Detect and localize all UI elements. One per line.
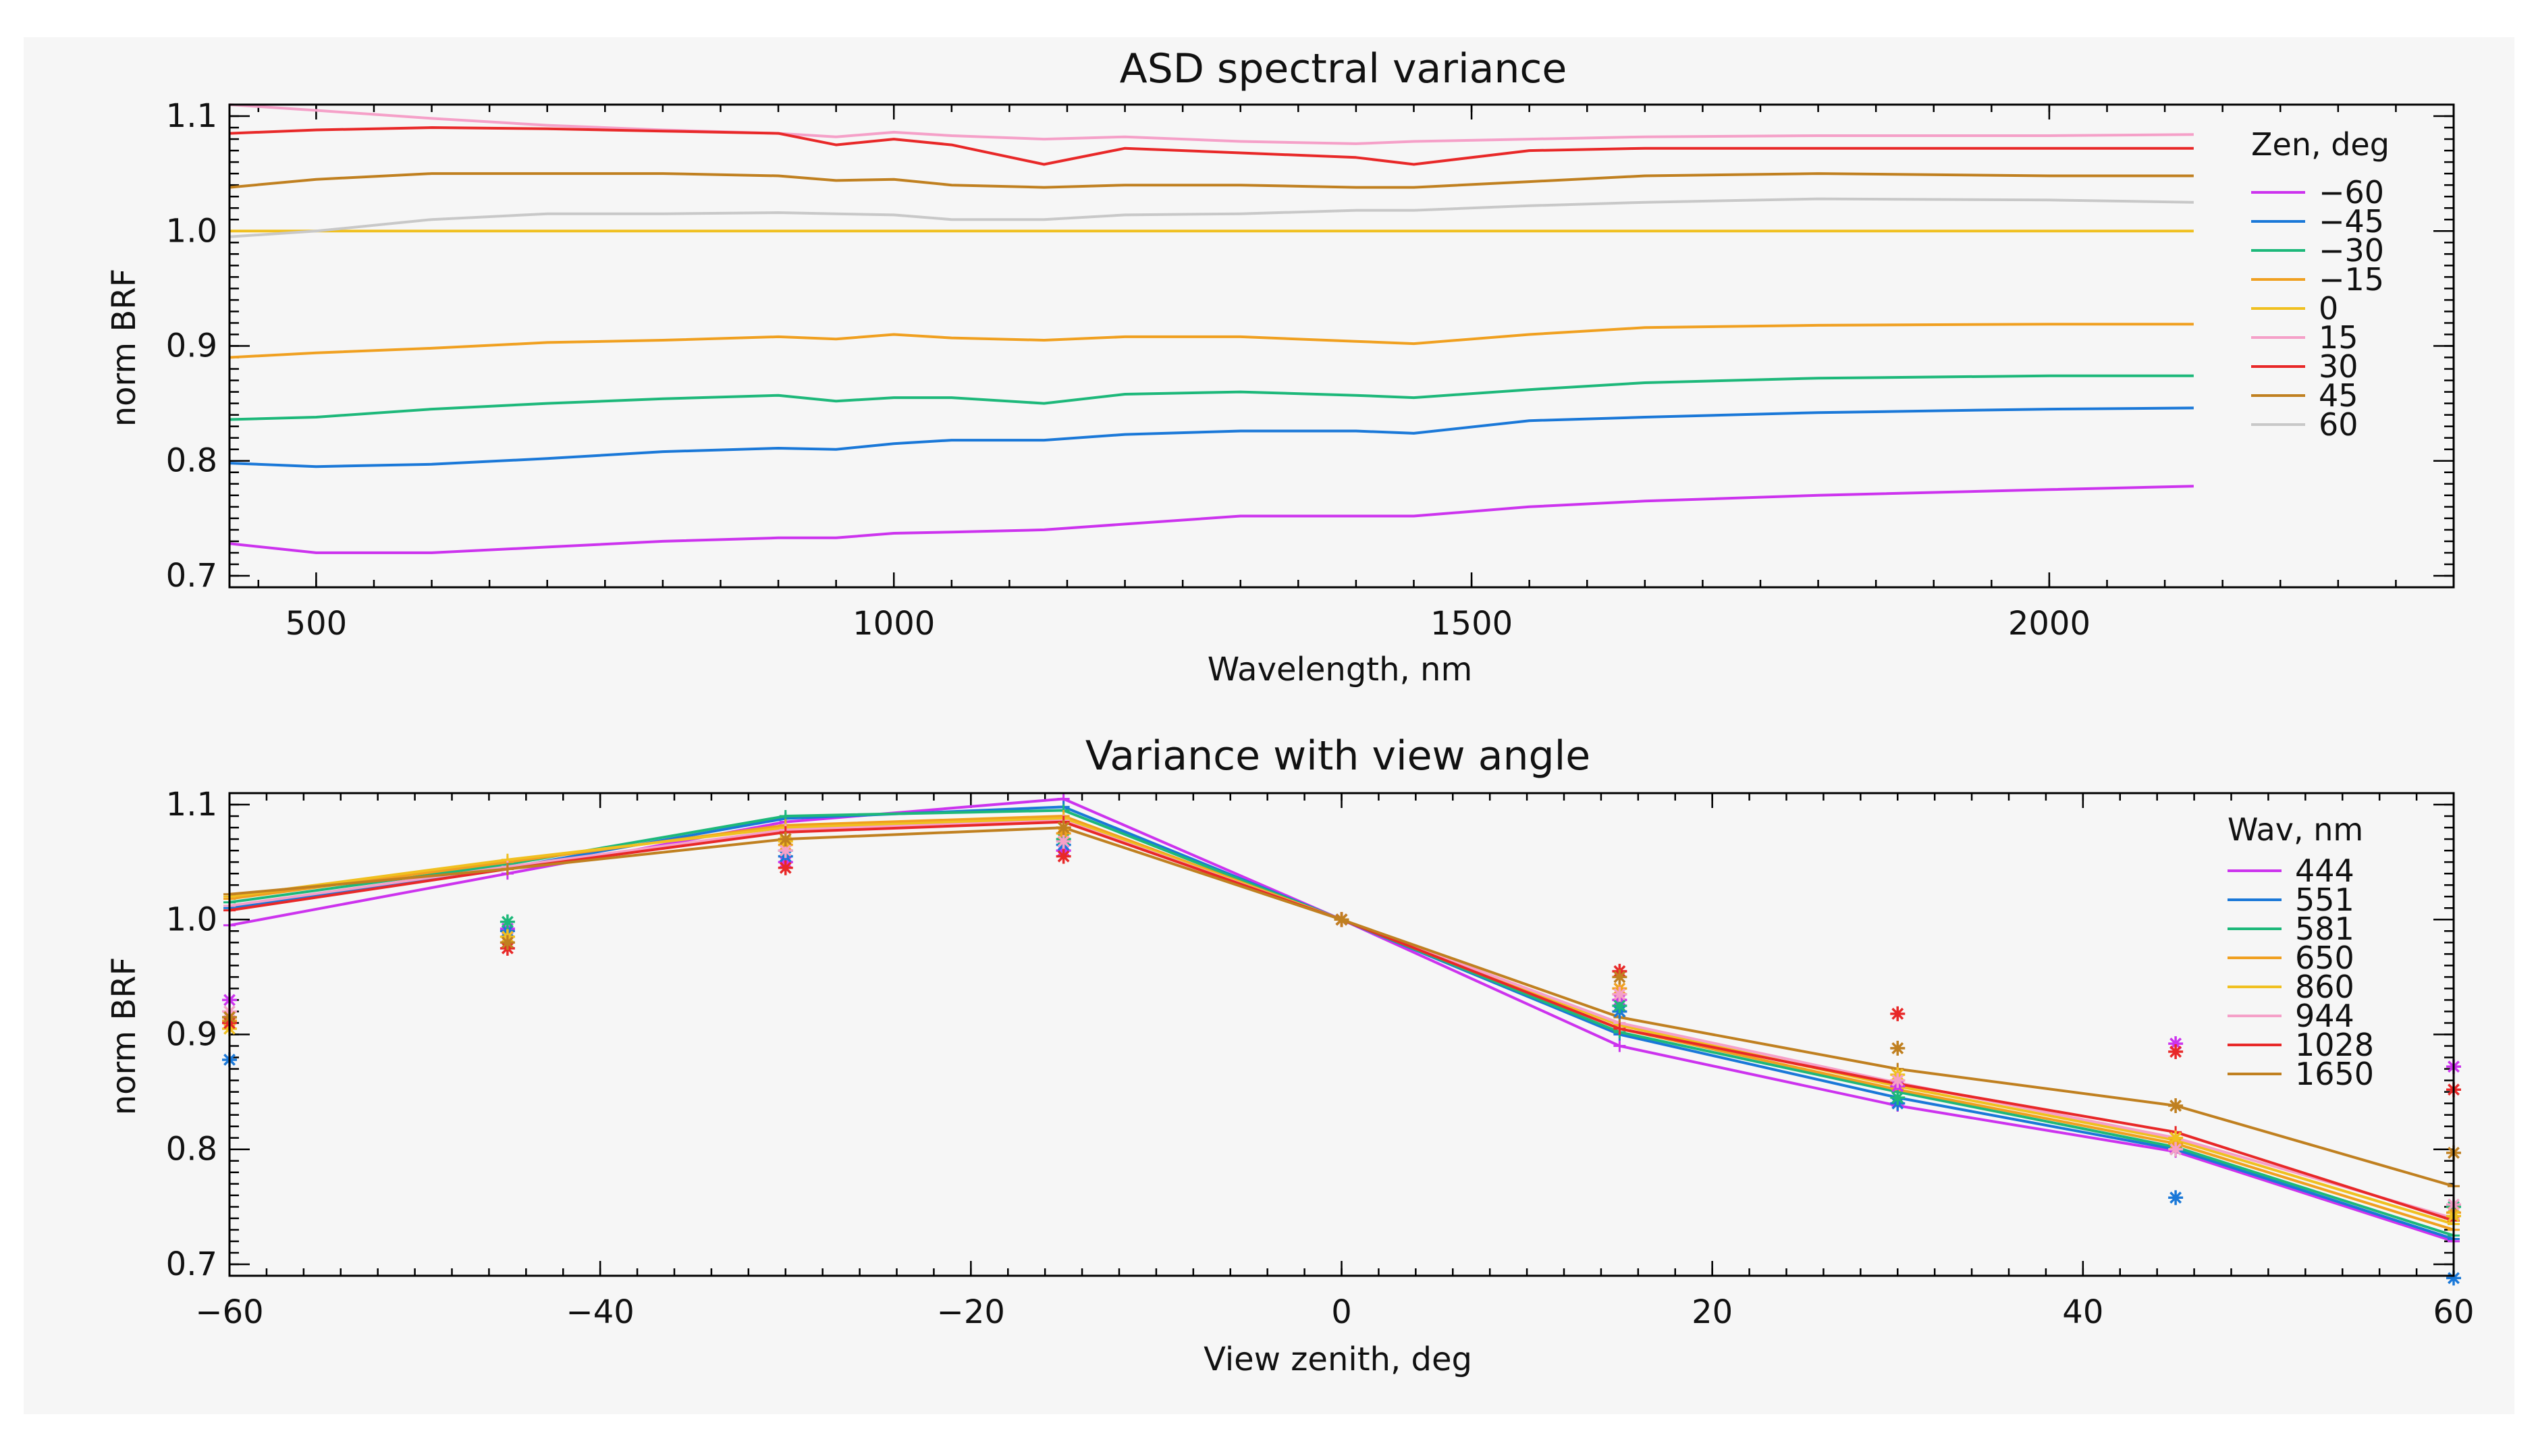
x-axis-label: Wavelength, nm	[1208, 651, 1472, 689]
plot-frame	[228, 792, 2455, 1277]
data-point-marker	[778, 860, 793, 875]
series-line	[229, 485, 2194, 554]
line-vertex-marker	[501, 863, 514, 875]
legend-label: 60	[2319, 406, 2358, 443]
series-line	[229, 126, 2194, 166]
legend-label: 551	[2295, 882, 2354, 918]
data-point-marker	[2168, 1044, 2184, 1060]
y-tick-label: 1.1	[166, 786, 217, 824]
data-point-marker	[1612, 969, 1627, 985]
series-line	[229, 374, 2194, 421]
data-point-marker	[2168, 1130, 2184, 1145]
data-point-marker	[500, 935, 515, 950]
data-point-marker	[1890, 1006, 1906, 1021]
data-point-marker	[2168, 1098, 2184, 1114]
x-tick-label: 1500	[1430, 605, 1513, 643]
legend-label: 45	[2319, 377, 2358, 414]
data-point-marker	[1890, 1040, 1906, 1056]
data-point-marker	[2168, 1141, 2184, 1157]
legend-label: 650	[2295, 940, 2354, 976]
legend-label: −60	[2319, 174, 2384, 211]
series-line	[229, 103, 2194, 145]
y-tick-label: 0.8	[166, 1131, 217, 1168]
x-axis-label: View zenith, deg	[1204, 1341, 1472, 1378]
data-point-marker	[1890, 1073, 1906, 1088]
series-line	[229, 406, 2194, 468]
data-point-marker	[2168, 1190, 2184, 1206]
y-tick-label: 0.7	[166, 557, 217, 595]
chart-title: ASD spectral variance	[1120, 45, 1567, 92]
chart-title: Variance with view angle	[1085, 732, 1590, 780]
view-angle-chart: Variance with view angle norm BRF View z…	[105, 732, 2475, 1378]
legend-label: 944	[2295, 998, 2354, 1034]
y-tick-label: 0.9	[166, 327, 217, 365]
data-point-marker	[500, 914, 515, 929]
legend-label: −45	[2319, 203, 2384, 240]
data-point-marker	[1612, 998, 1627, 1013]
axis-ticks: −60 −40 −20 0 20 40 60 0.7 0.8 0.9 1.0 1.1	[166, 786, 2475, 1331]
legend-label: 1028	[2295, 1027, 2374, 1063]
legend-label: 444	[2295, 853, 2354, 889]
figure-panel-background	[24, 37, 2514, 1414]
x-tick-label: 20	[1692, 1293, 1733, 1331]
series-lines	[229, 103, 2194, 554]
x-tick-label: 1000	[853, 605, 935, 643]
y-tick-label: 1.1	[166, 97, 217, 135]
x-tick-label: −60	[195, 1293, 263, 1331]
data-point-marker	[2168, 1036, 2184, 1052]
series-line	[229, 197, 2194, 238]
line-vertex-marker	[1613, 1040, 1626, 1052]
data-point-marker	[1334, 912, 1349, 927]
y-axis-label: norm BRF	[105, 957, 143, 1116]
y-tick-label: 0.9	[166, 1016, 217, 1054]
x-tick-label: 0	[1331, 1293, 1352, 1331]
y-tick-label: 0.7	[166, 1245, 217, 1283]
plot-frame	[228, 103, 2455, 589]
x-tick-label: −20	[937, 1293, 1005, 1331]
series-line	[229, 172, 2194, 189]
x-tick-label: 2000	[2008, 605, 2090, 643]
series-line	[229, 323, 2194, 359]
legend-label: −15	[2319, 261, 2384, 298]
legend-label: 0	[2319, 290, 2338, 327]
x-tick-label: 60	[2433, 1293, 2474, 1331]
y-axis-label: norm BRF	[105, 269, 143, 427]
spectral-variance-chart: ASD spectral variance norm BRF Wavelengt…	[105, 45, 2455, 689]
legend-label: 30	[2319, 348, 2358, 385]
data-point-marker	[1056, 834, 1071, 849]
data-point-marker	[778, 832, 793, 847]
legend-title: Wav, nm	[2228, 811, 2363, 848]
data-point-marker	[1890, 1090, 1906, 1106]
y-tick-label: 1.0	[166, 212, 217, 250]
x-tick-label: 500	[286, 605, 348, 643]
x-tick-label: −40	[566, 1293, 635, 1331]
data-point-marker	[778, 843, 793, 859]
axis-ticks: 500 1000 1500 2000 0.7 0.8 0.9 1.0 1.1	[166, 97, 2455, 643]
y-tick-label: 0.8	[166, 442, 217, 480]
legend-label: 860	[2295, 969, 2354, 1005]
legend-label: −30	[2319, 232, 2384, 269]
data-point-marker	[1612, 986, 1627, 1002]
legend-title: Zen, deg	[2251, 126, 2390, 163]
legend-label: 581	[2295, 911, 2354, 947]
legend-label: 15	[2319, 319, 2358, 356]
data-point-marker	[1056, 820, 1071, 836]
x-tick-label: 40	[2062, 1293, 2103, 1331]
line-vertex-marker	[1613, 1022, 1626, 1035]
data-point-marker	[2446, 1270, 2461, 1286]
data-point-marker	[1056, 848, 1071, 864]
y-tick-label: 1.0	[166, 900, 217, 938]
legend-label: 1650	[2295, 1056, 2374, 1092]
